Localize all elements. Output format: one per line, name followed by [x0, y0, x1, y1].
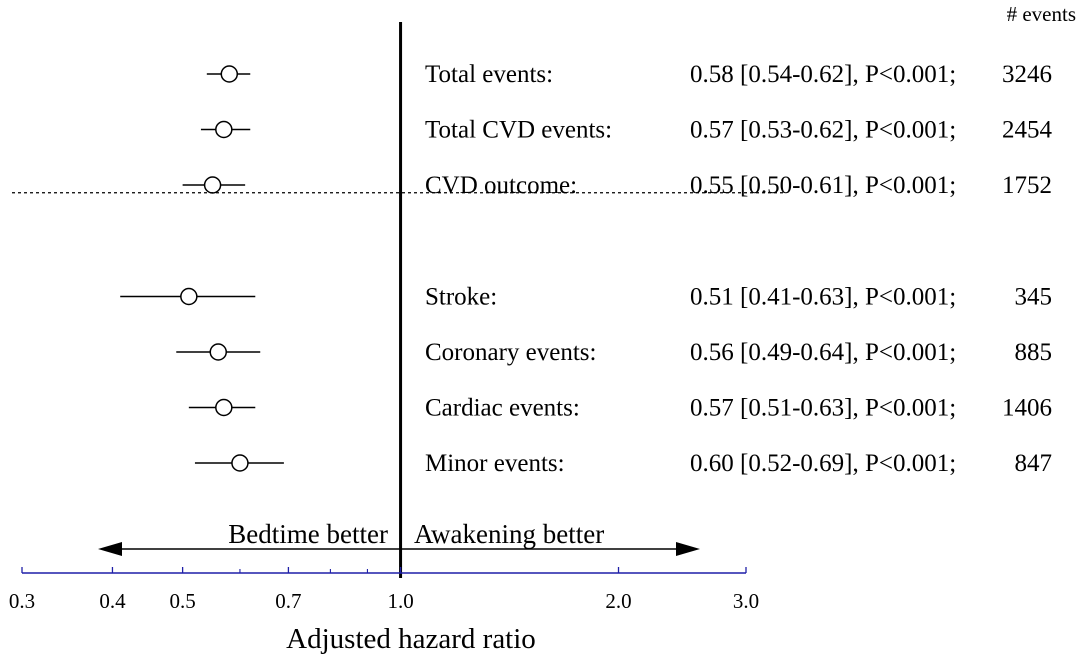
row-events: 847 — [1015, 450, 1053, 477]
direction-label-left: Bedtime better — [228, 519, 388, 549]
x-tick-label: 3.0 — [733, 589, 759, 613]
row-events: 3246 — [1002, 61, 1052, 88]
hr-point — [231, 454, 249, 472]
row-events: 2454 — [1002, 117, 1053, 144]
x-tick-label: 0.3 — [9, 589, 35, 613]
arrow-right-head — [676, 542, 700, 556]
row-events: 885 — [1015, 339, 1053, 366]
row-events: 345 — [1015, 284, 1053, 311]
direction-label-right: Awakening better — [414, 519, 604, 549]
row-events: 1752 — [1002, 172, 1052, 199]
hr-point — [209, 343, 228, 361]
x-tick-label: 0.4 — [99, 589, 126, 613]
x-tick-label: 0.5 — [169, 589, 195, 613]
row-label: Minor events: — [425, 450, 565, 477]
x-tick-label: 1.0 — [387, 589, 413, 613]
row-label: Cardiac events: — [425, 395, 580, 422]
column-header: # events — [1007, 2, 1076, 26]
hr-point — [180, 287, 198, 306]
arrow-left-head — [98, 542, 122, 556]
row-stat: 0.56 [0.49-0.64], P<0.001; — [690, 339, 956, 366]
row-events: 1406 — [1002, 395, 1052, 422]
forest-rows: Total events: 0.58 [0.54-0.62], P<0.001; 3… — [12, 61, 1053, 477]
x-axis: 0.3 0.4 0.5 0.7 1.0 2.0 3.0 — [9, 22, 759, 613]
x-tick-label: 2.0 — [605, 589, 631, 613]
row-stat: 0.60 [0.52-0.69], P<0.001; — [690, 450, 956, 477]
row-stat: 0.57 [0.53-0.62], P<0.001; — [690, 117, 956, 144]
row-label: Total CVD events: — [425, 117, 612, 144]
row-stat: 0.57 [0.51-0.63], P<0.001; — [690, 395, 956, 422]
row-label: Total events: — [425, 61, 553, 88]
row-label: CVD outcome: — [425, 172, 577, 199]
hr-point — [215, 398, 233, 417]
x-tick-label: 0.7 — [275, 589, 301, 613]
hr-point — [203, 176, 222, 194]
row-label: Stroke: — [425, 284, 497, 311]
row-label: Coronary events: — [425, 339, 596, 366]
hr-point — [215, 120, 233, 139]
x-axis-label: Adjusted hazard ratio — [286, 623, 536, 655]
hr-point — [220, 65, 239, 83]
row-stat: 0.58 [0.54-0.62], P<0.001; — [690, 61, 956, 88]
row-stat: 0.51 [0.41-0.63], P<0.001; — [690, 284, 956, 311]
row-stat: 0.55 [0.50-0.61], P<0.001; — [690, 172, 956, 199]
